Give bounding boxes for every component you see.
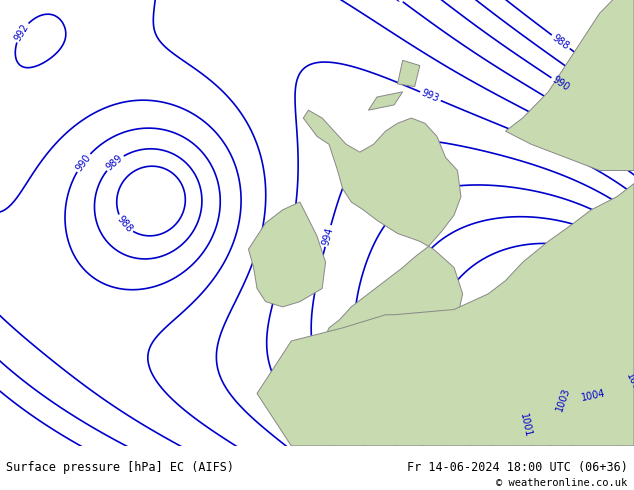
Text: 992: 992 (13, 22, 30, 43)
Polygon shape (398, 60, 420, 87)
Text: 990: 990 (550, 75, 571, 93)
Polygon shape (257, 184, 634, 446)
Text: 990: 990 (74, 152, 93, 173)
Text: 995: 995 (406, 463, 425, 484)
Text: 1004: 1004 (580, 389, 606, 403)
Text: 991: 991 (384, 0, 404, 4)
Text: 993: 993 (420, 88, 441, 104)
Text: Surface pressure [hPa] EC (AIFS): Surface pressure [hPa] EC (AIFS) (6, 462, 235, 474)
Polygon shape (249, 202, 326, 307)
Text: 1001: 1001 (517, 413, 533, 439)
Text: 988: 988 (115, 214, 134, 234)
Polygon shape (505, 0, 634, 171)
Text: 1002: 1002 (624, 372, 634, 398)
Text: 990: 990 (203, 455, 224, 472)
Text: 996: 996 (451, 489, 470, 490)
Text: 999: 999 (489, 448, 507, 469)
Text: Fr 14-06-2024 18:00 UTC (06+36): Fr 14-06-2024 18:00 UTC (06+36) (407, 462, 628, 474)
Polygon shape (368, 92, 403, 110)
Text: 989: 989 (105, 153, 125, 172)
Text: © weatheronline.co.uk: © weatheronline.co.uk (496, 478, 628, 488)
Text: 1000: 1000 (519, 463, 543, 488)
Text: 994: 994 (321, 226, 335, 246)
Text: 988: 988 (550, 32, 571, 51)
Text: 989: 989 (171, 465, 191, 482)
Polygon shape (303, 110, 463, 343)
Text: 998: 998 (491, 482, 510, 490)
Text: 997: 997 (455, 463, 473, 484)
Text: 1003: 1003 (554, 386, 571, 413)
